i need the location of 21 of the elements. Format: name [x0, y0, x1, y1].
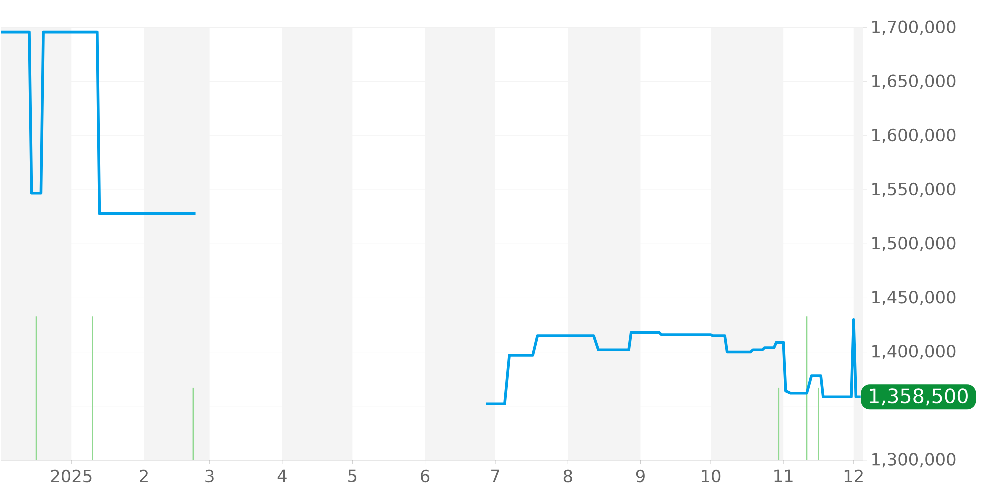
x-tick-label: 12 [844, 470, 863, 482]
annotation: 1,358,500 [870, 388, 968, 406]
y-tick-label: 1,450,000 [872, 290, 956, 306]
x-tick-label: 9 [636, 470, 645, 483]
y-tick-label: 1,400,000 [872, 344, 956, 360]
x-tick-label: 6 [421, 470, 430, 483]
x-tick-label: 8 [564, 470, 572, 483]
y-tick-label: 1,300,000 [872, 452, 956, 468]
x-tick-label: 2025 [51, 470, 92, 483]
x-tick-label: 3 [206, 470, 214, 483]
y-tick-label: 1,600,000 [872, 128, 956, 144]
x-tick-label: 2 [140, 470, 148, 482]
y-tick-label: 1,550,000 [872, 182, 956, 198]
y-tick-label: 1,650,000 [872, 74, 956, 90]
x-tick-label: 10 [702, 470, 721, 483]
y-tick-label: 1,500,000 [872, 236, 956, 252]
x-tick-label: 5 [348, 470, 357, 482]
y-tick-label: 1,700,000 [872, 20, 956, 36]
x-tick-label: 4 [278, 470, 287, 482]
x-tick-label: 7 [492, 470, 500, 482]
x-tick-label: 11 [774, 470, 793, 482]
